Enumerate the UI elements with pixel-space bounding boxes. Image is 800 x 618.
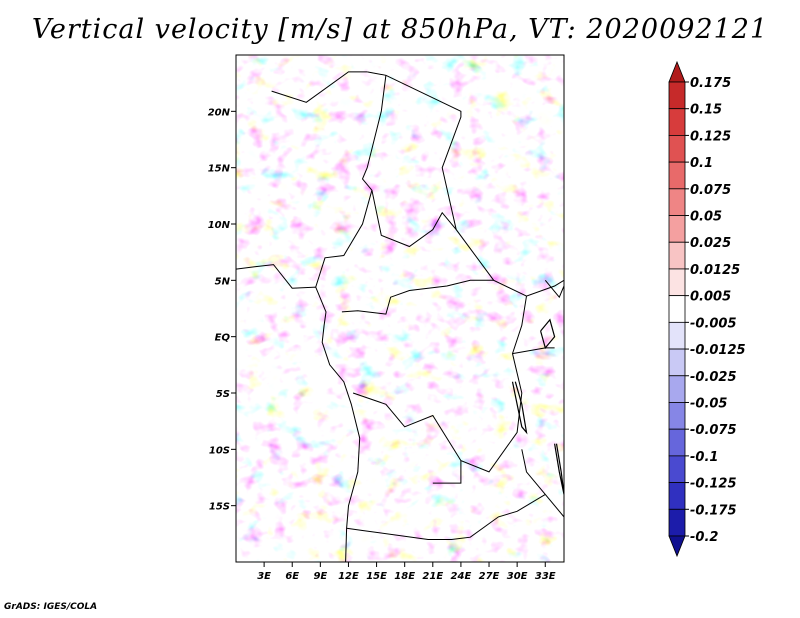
colorbar-swatch xyxy=(668,108,686,136)
colorbar-swatch xyxy=(668,215,686,243)
colorbar-swatch xyxy=(668,321,686,350)
colorbar-label: 0.175 xyxy=(690,76,731,91)
border-line xyxy=(371,190,457,248)
colorbar-label: -0.075 xyxy=(690,423,737,438)
border-line xyxy=(236,264,361,562)
colorbar-swatch xyxy=(668,295,686,323)
x-tick-label: 27E xyxy=(479,571,500,582)
colorbar: 0.175 0.15 0.125 0.1 0.075 0.05 0.025 0.0125 0.0… xyxy=(668,60,746,558)
colorbar-label: -0.05 xyxy=(690,396,727,411)
colorbar-swatch xyxy=(668,81,686,110)
y-tick-label: 15S xyxy=(209,502,230,513)
y-tick-label: EQ xyxy=(215,333,231,344)
lake-outline xyxy=(511,381,528,435)
colorbar-swatch xyxy=(668,161,686,190)
chart-title: Vertical velocity [m/s] at 850hPa, VT: 2… xyxy=(31,14,769,45)
colorbar-label: -0.175 xyxy=(690,503,737,518)
border-line xyxy=(346,493,546,540)
border-line xyxy=(271,71,368,103)
colorbar-label: 0.15 xyxy=(690,103,722,118)
colorbar-label: 0.1 xyxy=(690,156,713,171)
x-tick-label: 12E xyxy=(338,571,359,582)
grads-credit: GrADS: IGES/COLA xyxy=(4,602,98,612)
y-tick-label: 10N xyxy=(208,220,231,231)
x-tick-label: 15E xyxy=(366,571,387,582)
border-line xyxy=(315,75,387,288)
colorbar-bottom-arrow xyxy=(668,535,686,558)
colorbar-label: 0.005 xyxy=(690,290,731,305)
colorbar-swatch xyxy=(668,455,686,483)
colorbar-label: 0.075 xyxy=(690,183,731,198)
border-line xyxy=(544,279,564,299)
country-borders xyxy=(236,71,564,562)
map-axes: 3E 6E 9E 12E 15E 18E 21E 24E 27E 30E 33E 20N 15N 10N 5… xyxy=(208,107,556,582)
colorbar-swatch xyxy=(668,508,686,537)
colorbar-label: -0.0125 xyxy=(690,343,746,358)
colorbar-label: 0.025 xyxy=(690,236,731,251)
x-tick-label: 21E xyxy=(422,571,443,582)
lakes xyxy=(511,318,564,495)
velocity-field xyxy=(236,55,564,562)
colorbar-swatch xyxy=(668,482,686,510)
x-tick-label: 33E xyxy=(535,571,556,582)
colorbar-label: 0.125 xyxy=(690,129,731,144)
border-line xyxy=(521,449,564,518)
x-tick-label: 24E xyxy=(451,571,472,582)
colorbar-swatch xyxy=(668,241,686,270)
x-tick-label: 3E xyxy=(257,571,271,582)
map-frame xyxy=(235,54,565,563)
colorbar-label: -0.025 xyxy=(690,370,737,385)
colorbar-swatch xyxy=(668,428,686,457)
colorbar-label: -0.005 xyxy=(690,316,737,331)
border-line xyxy=(367,71,564,297)
colorbar-swatch xyxy=(668,375,686,403)
colorbar-label: -0.125 xyxy=(690,477,737,492)
x-tick-label: 18E xyxy=(394,571,415,582)
y-tick-label: 5N xyxy=(215,276,231,287)
x-tick-label: 30E xyxy=(507,571,528,582)
border-line xyxy=(341,279,494,315)
colorbar-swatch xyxy=(668,348,686,377)
lake-outline xyxy=(540,318,556,350)
y-tick-label: 20N xyxy=(208,107,231,118)
colorbar-label: -0.2 xyxy=(690,530,718,545)
y-tick-label: 15N xyxy=(208,164,231,175)
colorbar-swatch xyxy=(668,402,686,430)
x-tick-label: 9E xyxy=(313,571,327,582)
colorbar-swatch xyxy=(668,268,686,297)
border-line xyxy=(432,460,462,484)
y-tick-label: 10S xyxy=(209,445,230,456)
border-line xyxy=(352,296,527,473)
colorbar-swatch xyxy=(668,135,686,163)
colorbar-swatch xyxy=(668,188,686,216)
map-panel xyxy=(235,54,565,563)
x-tick-label: 6E xyxy=(285,571,299,582)
lake-outline xyxy=(554,443,564,495)
colorbar-top-arrow xyxy=(668,60,686,83)
colorbar-label: 0.0125 xyxy=(690,263,740,278)
colorbar-label: 0.05 xyxy=(690,210,722,225)
y-tick-label: 5S xyxy=(216,389,230,400)
colorbar-label: -0.1 xyxy=(690,450,718,465)
